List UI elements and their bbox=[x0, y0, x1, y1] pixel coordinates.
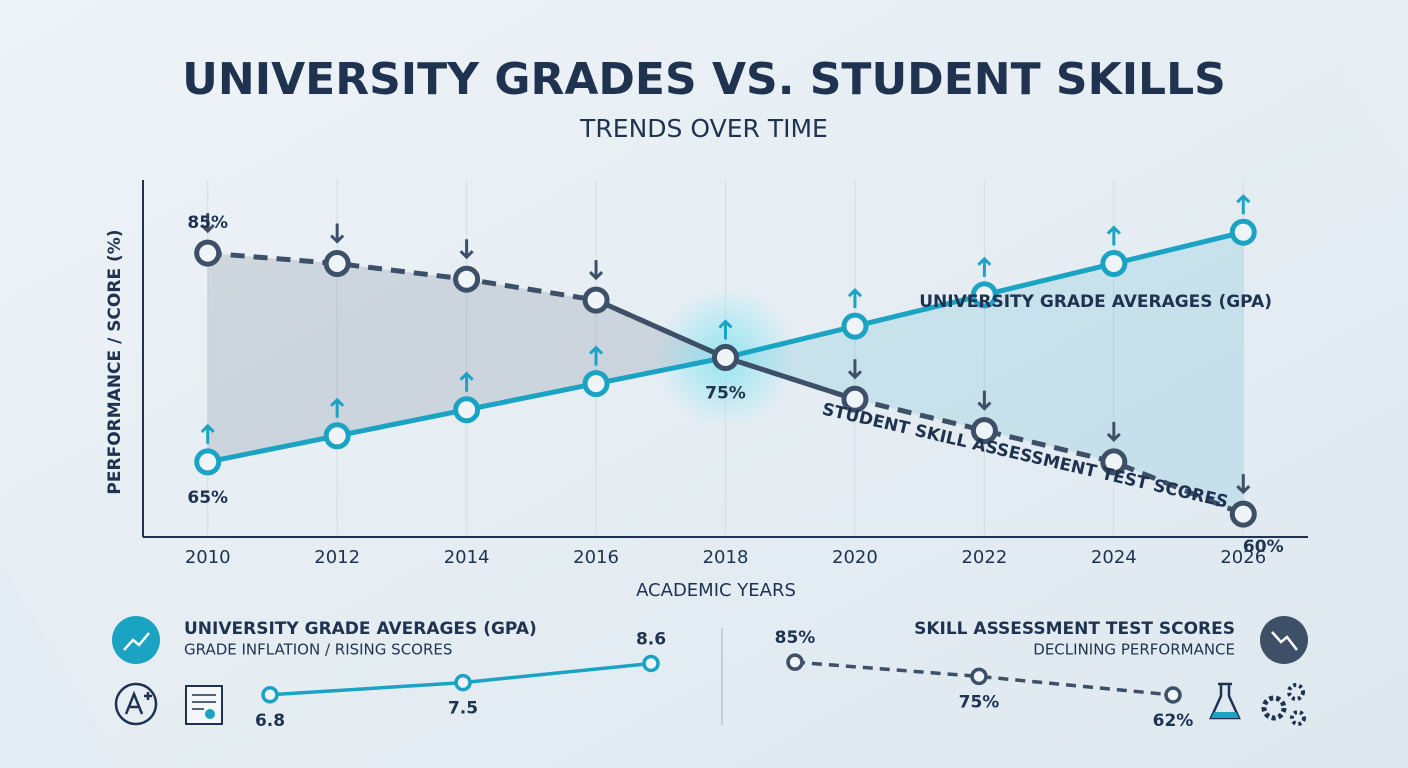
trend-arrow bbox=[588, 345, 604, 366]
data-point bbox=[453, 265, 481, 293]
data-label: 60% bbox=[1243, 537, 1284, 557]
x-tick-label: 2022 bbox=[961, 547, 1007, 568]
decoration bbox=[0, 560, 120, 768]
mini-point bbox=[261, 686, 279, 704]
data-point bbox=[841, 385, 869, 413]
data-label: 62% bbox=[1153, 711, 1194, 731]
trend-arrow bbox=[200, 213, 215, 234]
chart-title: UNIVERSITY GRADES VS. STUDENT SKILLS bbox=[182, 54, 1226, 105]
icon-rising bbox=[112, 616, 160, 664]
trend-arrow bbox=[847, 288, 863, 309]
decoration bbox=[1300, 0, 1408, 180]
data-label: 85% bbox=[187, 213, 228, 233]
trend-arrow bbox=[1106, 225, 1121, 246]
data-point bbox=[970, 417, 998, 445]
mini-point bbox=[786, 653, 804, 671]
panel-subtitle: DECLINING PERFORMANCE bbox=[1033, 641, 1235, 659]
area-fill bbox=[725, 232, 1244, 515]
data-label: 7.5 bbox=[448, 699, 478, 719]
trend-arrow bbox=[330, 397, 345, 418]
mini-point bbox=[454, 673, 472, 692]
data-label: 6.8 bbox=[255, 711, 285, 731]
data-point bbox=[1100, 250, 1128, 278]
icon-declining bbox=[1260, 616, 1308, 664]
mini-point bbox=[642, 654, 660, 673]
x-axis-label: ACADEMIC YEARS bbox=[636, 580, 796, 601]
data-label: 85% bbox=[775, 628, 816, 648]
y-axis-label: PERFORMANCE / SCORE (%) bbox=[105, 229, 125, 494]
panel-title: UNIVERSITY GRADE AVERAGES (GPA) bbox=[184, 619, 537, 639]
panel-subtitle: GRADE INFLATION / RISING SCORES bbox=[184, 641, 452, 659]
data-point bbox=[841, 312, 869, 340]
x-tick-label: 2026 bbox=[1220, 547, 1266, 568]
trend-arrow bbox=[1106, 421, 1121, 443]
trend-arrow bbox=[977, 390, 992, 411]
x-tick-label: 2010 bbox=[185, 547, 231, 568]
data-point bbox=[582, 370, 610, 398]
icon-gears bbox=[1261, 683, 1306, 726]
data-point bbox=[1229, 500, 1257, 528]
trend-arrow bbox=[330, 223, 345, 244]
x-tick-label: 2020 bbox=[832, 547, 878, 568]
trend-arrow bbox=[847, 359, 863, 380]
data-label: 8.6 bbox=[636, 629, 666, 649]
x-tick-label: 2014 bbox=[444, 547, 490, 568]
x-tick-label: 2012 bbox=[314, 547, 360, 568]
data-point bbox=[453, 396, 481, 424]
panel-title: SKILL ASSESSMENT TEST SCORES bbox=[914, 619, 1235, 639]
data-label: 75% bbox=[959, 692, 1000, 712]
trend-arrow bbox=[459, 239, 474, 260]
data-point bbox=[1229, 218, 1257, 246]
x-tick-label: 2024 bbox=[1091, 547, 1137, 568]
data-point bbox=[582, 286, 610, 314]
data-point bbox=[712, 344, 739, 371]
mini-point bbox=[970, 667, 988, 686]
data-point bbox=[323, 422, 351, 450]
data-point bbox=[194, 239, 222, 267]
series-label: UNIVERSITY GRADE AVERAGES (GPA) bbox=[919, 292, 1272, 312]
icon-certificate bbox=[185, 685, 223, 725]
trend-arrow bbox=[588, 260, 604, 281]
chart-subtitle: TRENDS OVER TIME bbox=[579, 114, 828, 143]
data-point bbox=[970, 281, 998, 309]
trend-arrow bbox=[200, 423, 215, 444]
data-label: 65% bbox=[187, 488, 228, 508]
data-point bbox=[1100, 448, 1128, 476]
trend-arrow bbox=[977, 256, 992, 277]
mini-point bbox=[1164, 686, 1182, 704]
trend-arrow bbox=[1236, 474, 1251, 495]
data-point bbox=[323, 250, 351, 278]
trend-arrow bbox=[1236, 194, 1251, 215]
data-point bbox=[194, 448, 222, 476]
data-label: 75% bbox=[705, 384, 746, 404]
x-tick-label: 2018 bbox=[703, 547, 749, 568]
icon-grade bbox=[114, 682, 158, 726]
trend-arrow bbox=[459, 371, 474, 392]
icon-flask bbox=[1209, 682, 1241, 720]
x-tick-label: 2016 bbox=[573, 547, 619, 568]
mini-line bbox=[794, 660, 1174, 697]
trend-arrow bbox=[718, 319, 733, 340]
